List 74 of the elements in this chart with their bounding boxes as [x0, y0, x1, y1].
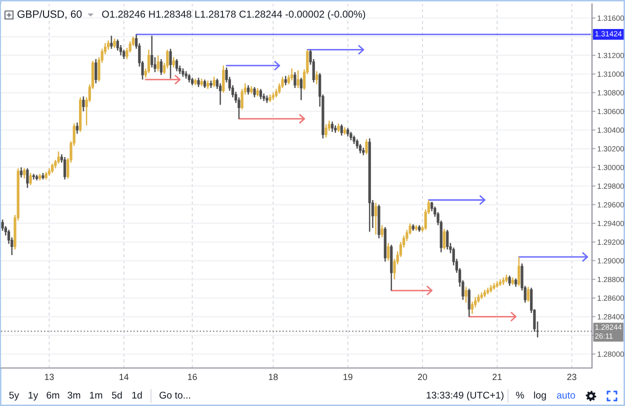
candlestick: [442, 228, 446, 250]
text: GBP/USD, 60: [18, 10, 82, 20]
candlestick: [253, 86, 256, 98]
candlestick: [169, 48, 172, 80]
x-tick-label: 13: [44, 374, 54, 380]
candlestick: [110, 35, 113, 50]
candlestick: [222, 64, 225, 94]
candlestick: [464, 286, 468, 304]
candlestick: [518, 256, 520, 286]
candlestick: [197, 77, 200, 88]
x-tick-label: 16: [188, 374, 197, 380]
candlestick: [470, 301, 474, 314]
candlestick: [51, 162, 54, 174]
candlestick: [315, 70, 318, 85]
candlestick: [76, 122, 79, 134]
candlestick: [26, 168, 29, 188]
candlestick: [386, 242, 390, 262]
text: 3m: [68, 392, 80, 399]
x-tick-label: 14: [120, 374, 129, 380]
candlestick: [20, 166, 23, 178]
candlestick: [212, 76, 216, 88]
candlestick: [122, 49, 126, 60]
candlestick: [23, 168, 26, 180]
candlestick: [330, 120, 334, 132]
text: 13:33:49 (UTC+1): [426, 391, 504, 401]
candlestick: [57, 150, 60, 164]
text: log: [534, 391, 546, 401]
candlestick: [259, 88, 262, 100]
candlestick: [446, 229, 449, 250]
candlestick: [63, 156, 66, 180]
candlestick: [356, 138, 358, 150]
text: 1m: [90, 392, 102, 399]
text: 6m: [46, 392, 60, 399]
candlestick: [365, 138, 368, 155]
candlestick: [526, 286, 530, 302]
candlestick: [324, 124, 328, 138]
text: 1d: [132, 391, 142, 399]
x-tick-label: 18: [268, 374, 278, 380]
text: auto: [556, 392, 576, 399]
x-tick-label: 23: [567, 374, 576, 380]
candlestick: [340, 124, 343, 136]
x-tick-label: 19: [344, 374, 352, 380]
candlestick: [290, 68, 294, 82]
text: 5d: [112, 391, 122, 399]
candlestick: [508, 274, 511, 286]
candlestick: [160, 58, 163, 76]
text: 1y: [28, 392, 38, 401]
candlestick: [172, 56, 175, 68]
candlestick: [468, 288, 470, 318]
candlestick: [82, 96, 85, 112]
candlestick: [374, 202, 378, 236]
candlestick: [380, 224, 384, 238]
candlestick: [1, 218, 4, 232]
candlestick: [294, 72, 296, 89]
candlestick: [296, 70, 300, 89]
candlestick: [156, 54, 160, 72]
text: O1.28246 H1.28348 L1.28178 C1.28244 -0.00002 (-0.00%): [102, 10, 366, 20]
candlestick: [175, 58, 178, 72]
text: Go to...: [160, 392, 190, 399]
candlestick: [300, 77, 302, 101]
candlestick: [29, 172, 32, 186]
candlestick: [358, 143, 362, 154]
x-tick-label: 21: [492, 374, 502, 380]
candlestick: [107, 40, 110, 50]
text: %: [516, 392, 524, 399]
candlestick: [147, 49, 150, 74]
candlestick: [116, 38, 119, 52]
candlestick: [218, 82, 222, 106]
candlestick: [246, 84, 250, 96]
candlestick: [94, 58, 98, 84]
x-tick-label: 20: [418, 374, 428, 380]
candlestick: [150, 35, 154, 68]
candlestick: [113, 38, 116, 48]
text: 5y: [9, 392, 20, 401]
